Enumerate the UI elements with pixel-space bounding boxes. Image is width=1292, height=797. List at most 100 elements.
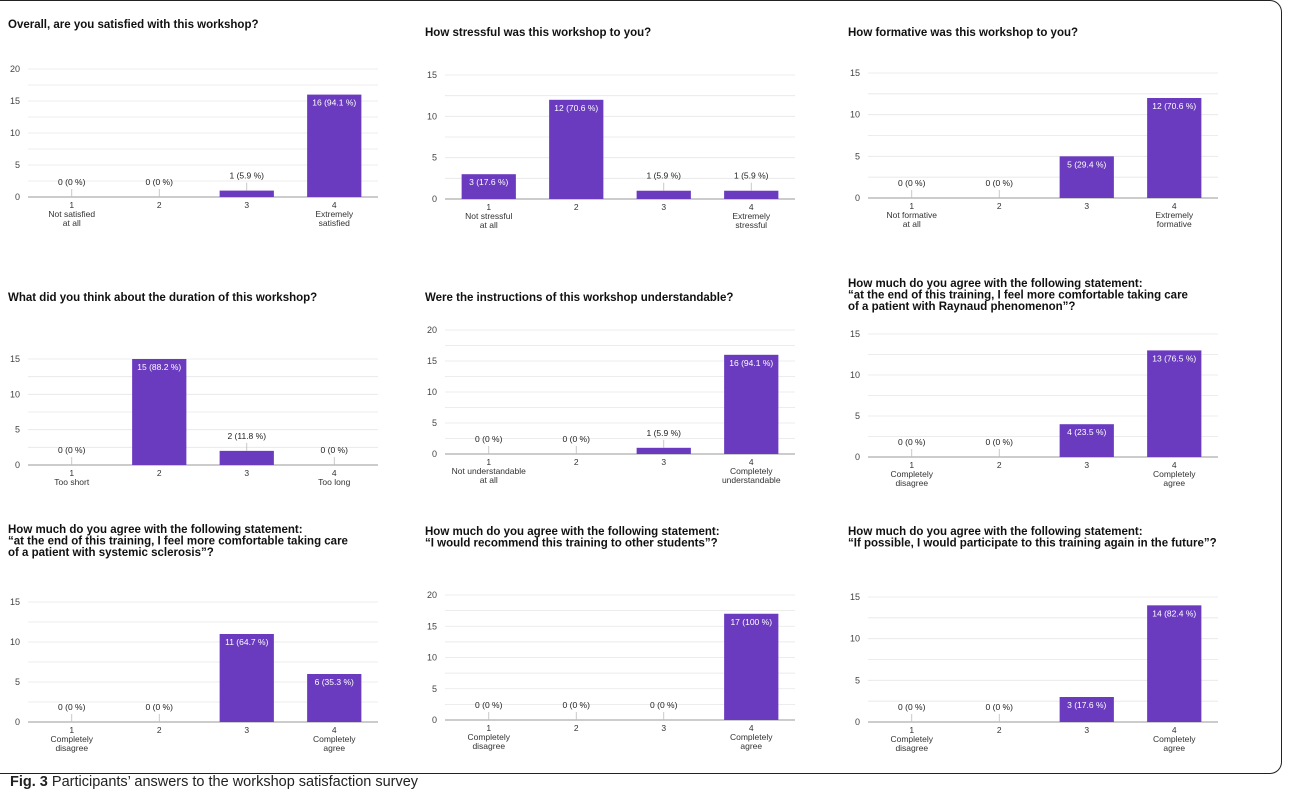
y-tick-label: 20 [427,325,437,335]
x-tick-label: 1 [909,201,914,211]
y-tick-label: 10 [427,111,437,121]
bar [636,190,691,199]
x-tick-label: 2 [157,200,162,210]
data-label: 0 (0 %) [58,702,86,712]
data-label: 17 (100 %) [730,617,772,627]
y-tick-label: 10 [10,128,20,138]
x-tick-label: at all [480,220,498,230]
x-tick-label: 2 [997,201,1002,211]
x-tick-label: 2 [997,460,1002,470]
data-label: 3 (17.6 %) [1067,700,1106,710]
y-tick-label: 5 [855,151,860,161]
x-tick-label: disagree [472,741,505,751]
data-label: 0 (0 %) [898,178,926,188]
data-label: 0 (0 %) [146,177,174,187]
x-tick-label: 4 [332,200,337,210]
y-tick-label: 0 [855,717,860,727]
y-tick-label: 0 [855,193,860,203]
x-tick-label: 3 [661,202,666,212]
data-label: 4 (23.5 %) [1067,427,1106,437]
chart-title: What did you think about the duration of… [8,292,317,304]
y-tick-label: 0 [15,717,20,727]
x-tick-label: agree [740,741,762,751]
bar-chart-1: Overall, are you satisfied with this wor… [8,19,378,228]
y-tick-label: 10 [427,387,437,397]
data-label: 0 (0 %) [650,700,678,710]
data-label: 13 (76.5 %) [1152,353,1196,363]
y-tick-label: 5 [15,677,20,687]
data-label: 0 (0 %) [986,178,1014,188]
data-label: 1 (5.9 %) [734,171,769,181]
x-tick-label: Too short [54,477,90,487]
data-label: 1 (5.9 %) [647,171,682,181]
bar-chart-3: How formative was this workshop to you? 0… [848,27,1218,229]
bar [1059,697,1114,722]
chart-title: Were the instructions of this workshop u… [425,292,733,304]
x-tick-label: understandable [722,475,781,485]
x-tick-label: 1 [69,200,74,210]
bar [1147,605,1202,722]
bar-chart-8: How much do you agree with the following… [425,526,795,751]
x-tick-label: 2 [574,202,579,212]
y-tick-label: 15 [10,96,20,106]
y-tick-label: 10 [850,634,860,644]
data-label: 0 (0 %) [146,702,174,712]
x-tick-label: 1 [909,725,914,735]
x-tick-label: 3 [244,200,249,210]
x-tick-label: stressful [735,220,767,230]
x-tick-label: Not understandable [452,466,526,476]
bar [307,94,362,197]
chart-title: Overall, are you satisfied with this wor… [8,19,259,31]
x-tick-label: Completely [467,732,510,742]
chart-title: “If possible, I would participate to thi… [848,538,1217,550]
data-label: 0 (0 %) [986,702,1014,712]
x-tick-label: 4 [332,468,337,478]
x-tick-label: disagree [895,743,928,753]
y-tick-label: 15 [10,597,20,607]
bar [219,634,274,722]
y-tick-label: 15 [850,329,860,339]
bar [549,99,604,199]
y-tick-label: 15 [427,621,437,631]
figure-caption: Fig. 3 Participants’ answers to the work… [10,774,418,790]
y-tick-label: 5 [15,160,20,170]
bar [132,359,187,465]
x-tick-label: Extremely [315,209,354,219]
x-tick-label: 1 [486,457,491,467]
bar [219,190,274,197]
x-tick-label: 1 [69,468,74,478]
x-tick-label: Not formative [886,210,937,220]
chart-title: “at the end of this training, I feel mor… [8,536,348,548]
x-tick-label: 4 [749,202,754,212]
bar-chart-6: How much do you agree with the following… [848,278,1218,488]
x-tick-label: Completely [1153,734,1196,744]
chart-title: How much do you agree with the following… [848,526,1143,538]
x-tick-label: 3 [661,457,666,467]
y-tick-label: 0 [432,194,437,204]
y-tick-label: 5 [432,684,437,694]
y-tick-label: 5 [15,425,20,435]
x-tick-label: 3 [1084,201,1089,211]
x-tick-label: 4 [1172,201,1177,211]
y-tick-label: 5 [855,411,860,421]
chart-title: of a patient with systemic sclerosis”? [8,547,214,559]
x-tick-label: 4 [332,725,337,735]
y-tick-label: 20 [10,64,20,74]
x-tick-label: Completely [313,734,356,744]
x-tick-label: Too long [318,477,350,487]
x-tick-label: 4 [749,723,754,733]
data-label: 0 (0 %) [563,434,591,444]
y-tick-label: 15 [850,68,860,78]
bar [461,174,516,199]
data-label: 14 (82.4 %) [1152,608,1196,618]
bar [1147,350,1202,457]
bar [219,450,274,465]
x-tick-label: Extremely [732,211,771,221]
y-tick-label: 15 [427,70,437,80]
y-tick-label: 0 [432,715,437,725]
bar [1059,156,1114,198]
x-tick-label: Completely [890,734,933,744]
data-label: 0 (0 %) [898,437,926,447]
data-label: 16 (94.1 %) [729,358,773,368]
bar-chart-7: How much do you agree with the following… [8,524,378,753]
